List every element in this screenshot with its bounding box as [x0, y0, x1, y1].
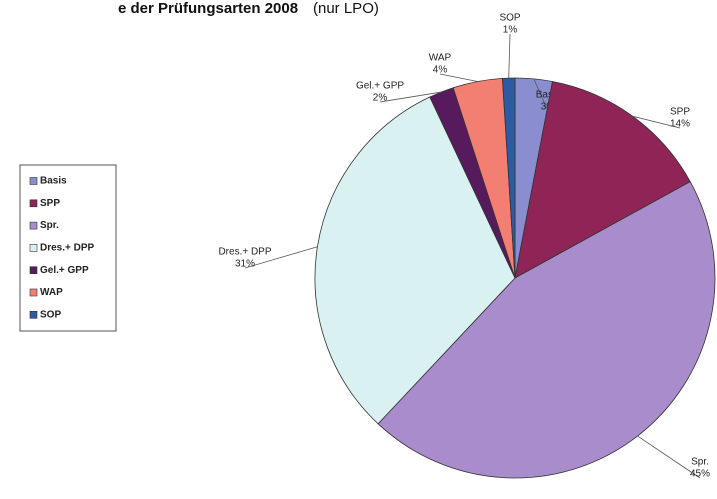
slice-label-name: SOP [499, 13, 520, 24]
leader-line [637, 435, 701, 479]
legend-label: Dres.+ DPP [40, 243, 95, 254]
slice-label-value: 31% [235, 259, 255, 270]
pie-slice [514, 81, 691, 279]
legend-swatch [29, 244, 38, 252]
slice-label-name: SPP [670, 107, 690, 118]
legend-swatch [29, 199, 38, 208]
pie-slice [502, 77, 516, 279]
leader-line [533, 78, 549, 112]
legend-swatch [29, 266, 38, 275]
leader-line [439, 73, 478, 82]
slice-label-name: WAP [429, 53, 452, 64]
leader-line [244, 246, 318, 269]
slice-label-name: Spr. [691, 457, 709, 468]
slice-label-value: 2% [373, 93, 388, 104]
slice-label-value: 14% [670, 119, 690, 130]
slice-label-value: 1% [503, 25, 518, 36]
legend-label: Spr. [40, 220, 59, 231]
legend-label: SPP [40, 198, 60, 209]
legend-label: WAP [40, 287, 63, 298]
legend-swatch [29, 310, 38, 319]
slice-label-name: Dres.+ DPP [218, 247, 271, 258]
pie-slice [377, 181, 716, 479]
leader-line [632, 115, 681, 129]
slice-label-value: 4% [433, 65, 448, 76]
legend-label: Gel.+ GPP [40, 265, 89, 276]
legend-label: Basis [40, 176, 67, 187]
legend-swatch [29, 288, 38, 297]
slice-label-name: Gel.+ GPP [356, 81, 404, 92]
legend-swatch [29, 221, 38, 230]
slice-label-name: Basis [536, 90, 560, 101]
chart-subtitle: (nur LPO) [313, 0, 379, 17]
legend-label: SOP [40, 309, 61, 320]
leader-line [508, 33, 511, 79]
legend-swatch [29, 177, 38, 185]
slice-label-value: 45% [690, 469, 710, 480]
leader-line [379, 91, 442, 103]
chart-title: e der Prüfungsarten 2008 [118, 0, 298, 17]
